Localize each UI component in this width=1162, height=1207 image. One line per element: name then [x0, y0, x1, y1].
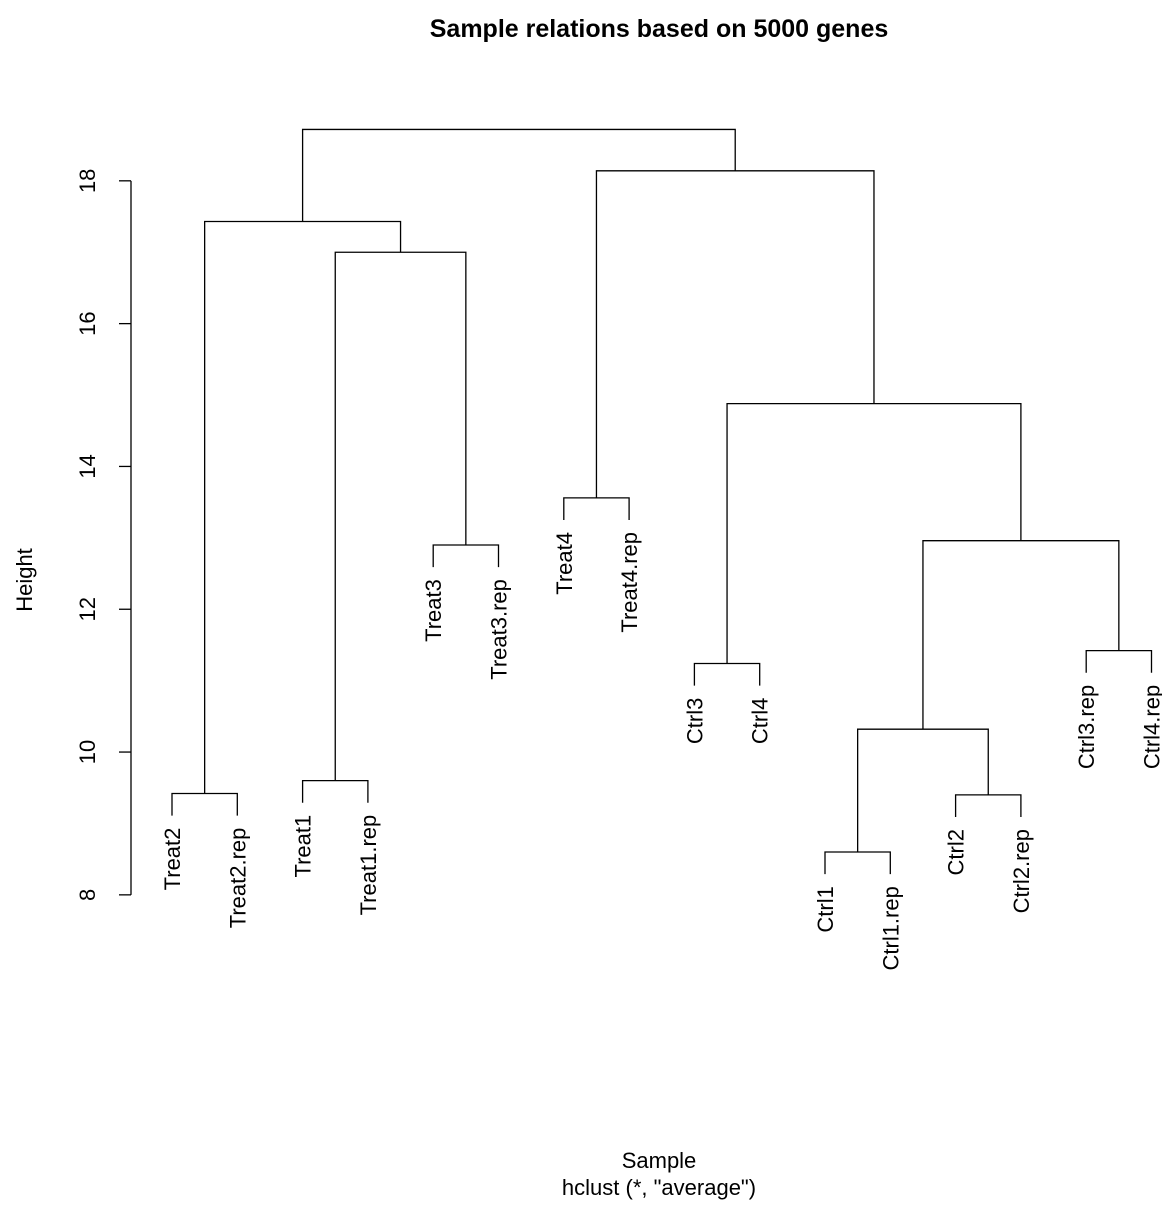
leaf-label: Treat3.rep [487, 579, 512, 680]
leaf-label: Ctrl1 [813, 886, 838, 932]
y-tick-label: 10 [75, 740, 100, 764]
leaf-labels: Treat2 Treat2.rep Treat1 Treat1.rep Treat3 Tr… [160, 532, 1162, 971]
chart-title: Sample relations based on 5000 genes [430, 15, 889, 43]
x-axis-label: Sample [622, 1148, 697, 1173]
merge-branch [432, 544, 500, 568]
leaf-label: Ctrl3 [682, 698, 707, 744]
leaf-label: Ctrl1.rep [878, 886, 903, 970]
merge-branch [563, 497, 630, 520]
y-axis: 8 10 12 14 16 18 [75, 169, 132, 901]
merge-branch [954, 794, 1022, 818]
y-tick-label: 16 [75, 311, 100, 335]
dendrogram-tree [171, 128, 1153, 875]
merge-branch [693, 662, 761, 686]
y-tick-label: 8 [75, 889, 100, 901]
y-tick-label: 18 [75, 169, 100, 193]
merge-branch [824, 851, 891, 875]
y-tick-label: 12 [75, 597, 100, 621]
merge-branch [301, 128, 736, 222]
y-tick-label: 14 [75, 454, 100, 478]
y-axis-label: Height [12, 548, 37, 612]
leaf-label: Treat4 [552, 532, 577, 595]
merge-branch [203, 220, 402, 794]
merge-branch [171, 792, 238, 816]
leaf-label: Ctrl4.rep [1140, 685, 1162, 769]
merge-branch [334, 251, 467, 781]
leaf-label: Treat1.rep [356, 815, 381, 916]
leaf-label: Ctrl4 [748, 698, 773, 744]
leaf-label: Ctrl3.rep [1074, 685, 1099, 769]
merge-branch [1085, 650, 1153, 673]
merge-branch [857, 728, 989, 853]
leaf-label: Treat2.rep [225, 828, 250, 929]
merge-branch [595, 170, 875, 498]
leaf-label: Treat1 [291, 815, 316, 878]
merge-branch [301, 779, 369, 803]
leaf-label: Treat2 [160, 828, 185, 891]
leaf-label: Ctrl2 [944, 829, 969, 875]
leaf-label: Treat4.rep [617, 532, 642, 633]
method-sublabel: hclust (*, "average") [562, 1175, 756, 1200]
leaf-label: Ctrl2.rep [1009, 829, 1034, 913]
leaf-label: Treat3 [421, 579, 446, 642]
merge-branch [726, 402, 1022, 664]
